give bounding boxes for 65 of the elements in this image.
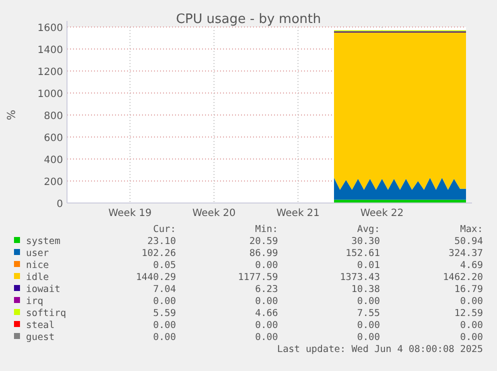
text: 0.00 <box>460 320 484 331</box>
text: 102.26 <box>142 248 176 259</box>
y-tick-label: 1600 <box>38 23 63 34</box>
text: 0.00 <box>153 296 176 307</box>
legend-label: user <box>26 248 50 259</box>
text: 1440.29 <box>136 272 176 283</box>
text: 7.04 <box>153 284 176 295</box>
text: 10.38 <box>351 284 380 295</box>
text: 0.01 <box>357 260 380 271</box>
text: Avg: <box>357 224 380 235</box>
y-tick-label: 800 <box>44 111 63 122</box>
text: 0.00 <box>255 296 278 307</box>
x-tick-label: Week 21 <box>276 208 320 219</box>
y-tick-label: 0 <box>56 199 63 210</box>
text: 12.59 <box>454 308 484 319</box>
legend-label: irq <box>26 296 44 307</box>
text: 1177.59 <box>238 272 278 283</box>
text: 7.55 <box>357 308 380 319</box>
text: 0.00 <box>153 332 176 343</box>
text: Max: <box>460 224 483 235</box>
text: 0.00 <box>357 332 380 343</box>
text: 0.00 <box>460 296 484 307</box>
text: 5.59 <box>153 308 176 319</box>
y-tick-label: 600 <box>44 133 63 144</box>
legend-label: idle <box>26 272 50 283</box>
text: Cur: <box>153 224 176 235</box>
text: 50.94 <box>454 236 484 247</box>
y-tick-label: 1000 <box>38 89 63 100</box>
text: 4.66 <box>255 308 278 319</box>
x-tick-label: Week 20 <box>192 208 236 219</box>
text: 152.61 <box>346 248 380 259</box>
legend-label: steal <box>26 320 55 331</box>
x-tick-label: Week 19 <box>108 208 152 219</box>
text: 0.00 <box>255 332 278 343</box>
text: 0.00 <box>255 320 278 331</box>
legend-label: nice <box>26 260 50 271</box>
y-tick-label: 400 <box>44 155 63 166</box>
text: Last update: Wed Jun 4 08:00:08 2025 <box>277 344 483 355</box>
text: 16.79 <box>454 284 484 295</box>
text: 23.10 <box>147 236 176 247</box>
text: 0.00 <box>357 320 380 331</box>
text: 1373.43 <box>340 272 380 283</box>
text: 324.37 <box>448 248 483 259</box>
chart-title: CPU usage - by month <box>176 12 322 27</box>
y-axis-title: % <box>5 110 18 120</box>
text: 0.05 <box>153 260 176 271</box>
legend-label: system <box>26 236 61 247</box>
x-tick-label: Week 22 <box>360 208 404 219</box>
text: 20.59 <box>249 236 278 247</box>
legend-label: iowait <box>26 284 60 295</box>
text: 0.00 <box>357 296 380 307</box>
text: 0.00 <box>153 320 176 331</box>
text: Min: <box>255 224 278 235</box>
text: 86.99 <box>249 248 278 259</box>
text: 0.00 <box>255 260 278 271</box>
text: 6.23 <box>255 284 278 295</box>
y-tick-label: 200 <box>44 177 63 188</box>
text: 30.30 <box>351 236 380 247</box>
y-tick-label: 1200 <box>38 67 63 78</box>
text: 1462.20 <box>442 272 484 283</box>
legend-label: softirq <box>26 308 66 319</box>
y-tick-label: 1400 <box>38 45 63 56</box>
text: 4.69 <box>460 260 484 271</box>
text: 0.00 <box>460 332 484 343</box>
legend-label: guest <box>26 332 55 343</box>
